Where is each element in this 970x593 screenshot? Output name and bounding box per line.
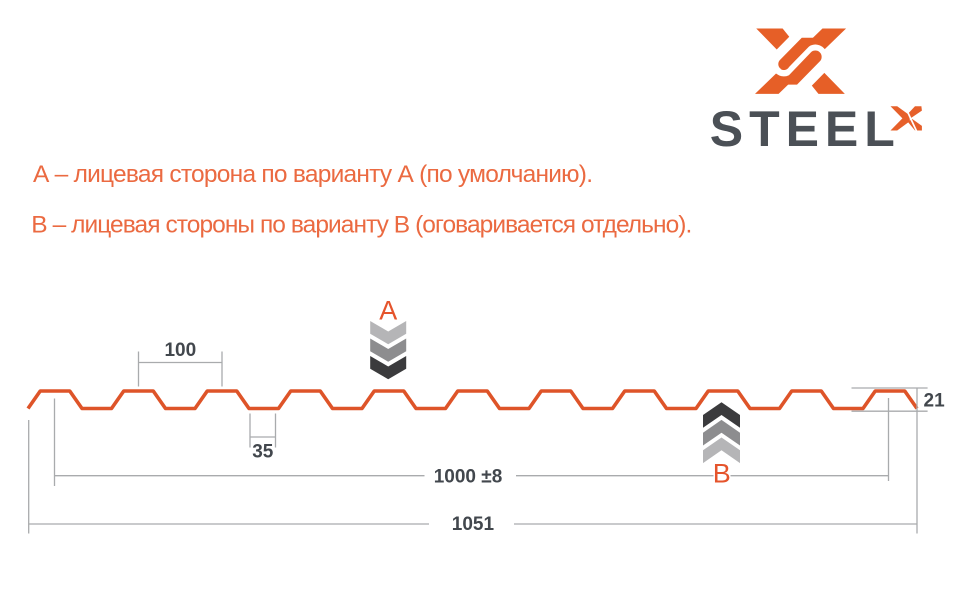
svg-text:STEEL: STEEL <box>710 101 895 157</box>
svg-text:В – лицевая стороны по вариант: В – лицевая стороны по варианту В (огова… <box>31 212 692 239</box>
svg-text:А: А <box>379 296 397 326</box>
svg-text:А – лицевая сторона по вариант: А – лицевая сторона по варианту А (по ум… <box>33 161 593 188</box>
svg-text:100: 100 <box>164 340 196 361</box>
svg-text:1000 ±8: 1000 ±8 <box>434 466 503 487</box>
svg-text:21: 21 <box>924 391 946 412</box>
svg-text:В: В <box>713 458 731 488</box>
svg-text:1051: 1051 <box>452 514 495 535</box>
svg-text:35: 35 <box>252 442 274 463</box>
